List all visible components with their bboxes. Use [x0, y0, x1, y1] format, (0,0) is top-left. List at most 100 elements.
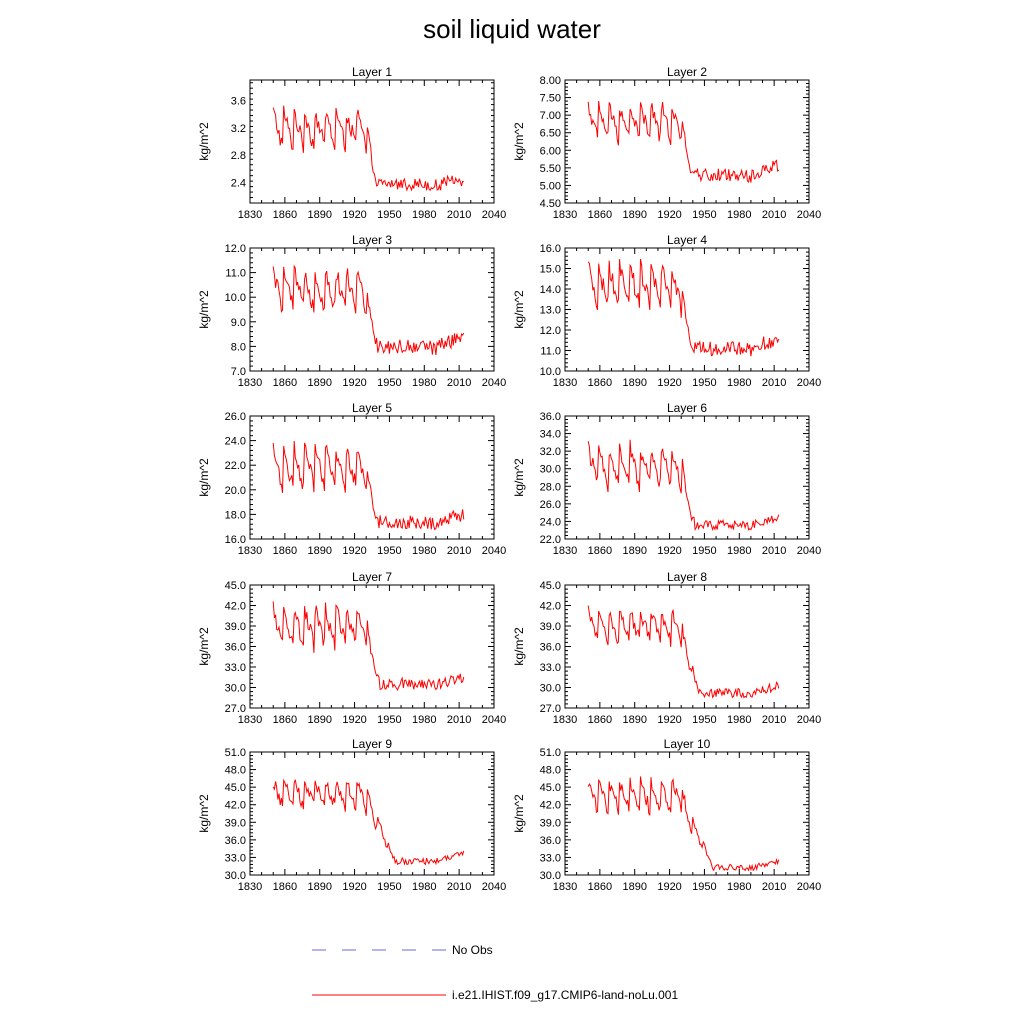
y-axis-label: kg/m^2 — [512, 290, 526, 329]
y-axis-label: kg/m^2 — [197, 794, 211, 833]
panel-title: Layer 5 — [352, 401, 392, 415]
y-tick-label: 22.0 — [540, 534, 561, 546]
x-tick-label: 2010 — [762, 377, 786, 389]
series-line — [272, 440, 465, 531]
legend: No Obs i.e21.IHIST.f09_g17.CMIP6-land-noL… — [312, 943, 678, 1002]
x-tick-label: 1830 — [553, 377, 577, 389]
x-tick-label: 1830 — [238, 377, 262, 389]
x-tick-label: 2040 — [482, 377, 506, 389]
y-tick-label: 34.0 — [540, 429, 561, 441]
y-tick-label: 30.0 — [540, 464, 561, 476]
y-tick-label: 7.0 — [231, 366, 246, 378]
x-tick-label: 1890 — [307, 209, 331, 221]
y-tick-label: 11.0 — [225, 268, 246, 280]
x-tick-label: 2040 — [797, 377, 821, 389]
y-tick-label: 26.0 — [540, 499, 561, 511]
x-tick-label: 1950 — [377, 714, 401, 726]
x-tick-label: 1920 — [657, 377, 681, 389]
y-tick-label: 48.0 — [225, 765, 246, 777]
y-tick-label: 7.00 — [540, 110, 561, 122]
y-tick-label: 33.0 — [540, 662, 561, 674]
y-tick-label: 36.0 — [540, 411, 561, 423]
x-tick-label: 2040 — [797, 545, 821, 557]
y-tick-label: 45.0 — [540, 580, 561, 592]
panel-layer-3: Layer 3 kg/m^2 1830 1860 1890 1920 1950 1980 201… — [197, 233, 506, 389]
y-tick-label: 14.0 — [540, 284, 561, 296]
y-tick-label: 33.0 — [225, 662, 246, 674]
y-axis-label: kg/m^2 — [197, 122, 211, 161]
x-tick-label: 1980 — [727, 377, 751, 389]
y-tick-label: 42.0 — [540, 601, 561, 613]
y-tick-label: 8.00 — [540, 75, 561, 87]
x-tick-label: 1920 — [342, 209, 366, 221]
y-tick-label: 22.0 — [225, 460, 246, 472]
x-tick-label: 1980 — [727, 545, 751, 557]
x-tick-label: 1890 — [622, 714, 646, 726]
plot-frame — [249, 584, 495, 709]
x-tick-label: 1830 — [238, 545, 262, 557]
x-tick-label: 1980 — [727, 881, 751, 893]
y-tick-label: 45.0 — [225, 782, 246, 794]
x-tick-label: 1920 — [342, 714, 366, 726]
x-tick-label: 2010 — [447, 377, 471, 389]
y-tick-label: 42.0 — [225, 800, 246, 812]
x-tick-label: 2010 — [762, 714, 786, 726]
x-tick-label: 1890 — [307, 881, 331, 893]
x-tick-label: 2010 — [762, 881, 786, 893]
y-tick-label: 39.0 — [540, 817, 561, 829]
panel-title: Layer 6 — [667, 401, 707, 415]
y-tick-label: 30.0 — [225, 683, 246, 695]
panel-title: Layer 1 — [352, 65, 392, 79]
y-tick-label: 2.4 — [231, 178, 246, 190]
legend-obs-label: No Obs — [452, 943, 493, 957]
x-tick-label: 1890 — [622, 209, 646, 221]
y-tick-label: 24.0 — [225, 436, 246, 448]
y-axis-label: kg/m^2 — [197, 458, 211, 497]
x-tick-label: 2040 — [797, 209, 821, 221]
y-tick-label: 51.0 — [540, 747, 561, 759]
x-tick-label: 1950 — [692, 881, 716, 893]
y-tick-label: 13.0 — [540, 305, 561, 317]
x-tick-label: 1830 — [553, 209, 577, 221]
series-line — [587, 605, 780, 699]
x-tick-label: 1860 — [588, 377, 612, 389]
plot-frame — [564, 415, 810, 540]
y-tick-label: 26.0 — [225, 411, 246, 423]
y-tick-label: 7.50 — [540, 93, 561, 105]
y-tick-label: 2.8 — [231, 150, 246, 162]
x-tick-label: 1950 — [692, 209, 716, 221]
x-tick-label: 1980 — [412, 881, 436, 893]
x-tick-label: 1860 — [273, 209, 297, 221]
y-tick-label: 12.0 — [540, 325, 561, 337]
x-tick-label: 1890 — [307, 545, 331, 557]
y-tick-label: 6.00 — [540, 145, 561, 157]
x-tick-label: 1950 — [692, 714, 716, 726]
x-tick-label: 1860 — [273, 545, 297, 557]
y-tick-label: 39.0 — [225, 817, 246, 829]
y-tick-label: 36.0 — [540, 642, 561, 654]
x-tick-label: 1920 — [657, 881, 681, 893]
x-tick-label: 1830 — [553, 545, 577, 557]
legend-model-label: i.e21.IHIST.f09_g17.CMIP6-land-noLu.001 — [452, 988, 678, 1002]
x-tick-label: 1830 — [238, 714, 262, 726]
y-tick-label: 15.0 — [540, 264, 561, 276]
y-axis-label: kg/m^2 — [512, 794, 526, 833]
y-tick-label: 4.50 — [540, 198, 561, 210]
panel-title: Layer 3 — [352, 233, 392, 247]
panel-layer-6: Layer 6 kg/m^2 1830 1860 1890 1920 1950 1980 201… — [512, 401, 821, 557]
panel-title: Layer 10 — [664, 737, 711, 751]
y-tick-label: 39.0 — [225, 621, 246, 633]
x-tick-label: 1860 — [273, 881, 297, 893]
y-tick-label: 27.0 — [225, 703, 246, 715]
y-tick-label: 48.0 — [540, 765, 561, 777]
x-tick-label: 1860 — [588, 881, 612, 893]
y-tick-label: 10.0 — [225, 292, 246, 304]
x-tick-label: 1980 — [412, 377, 436, 389]
x-tick-label: 1980 — [412, 545, 436, 557]
y-tick-label: 39.0 — [540, 621, 561, 633]
y-tick-label: 30.0 — [225, 870, 246, 882]
y-tick-label: 36.0 — [225, 642, 246, 654]
y-tick-label: 30.0 — [540, 870, 561, 882]
x-tick-label: 2010 — [447, 545, 471, 557]
x-tick-label: 1830 — [553, 881, 577, 893]
